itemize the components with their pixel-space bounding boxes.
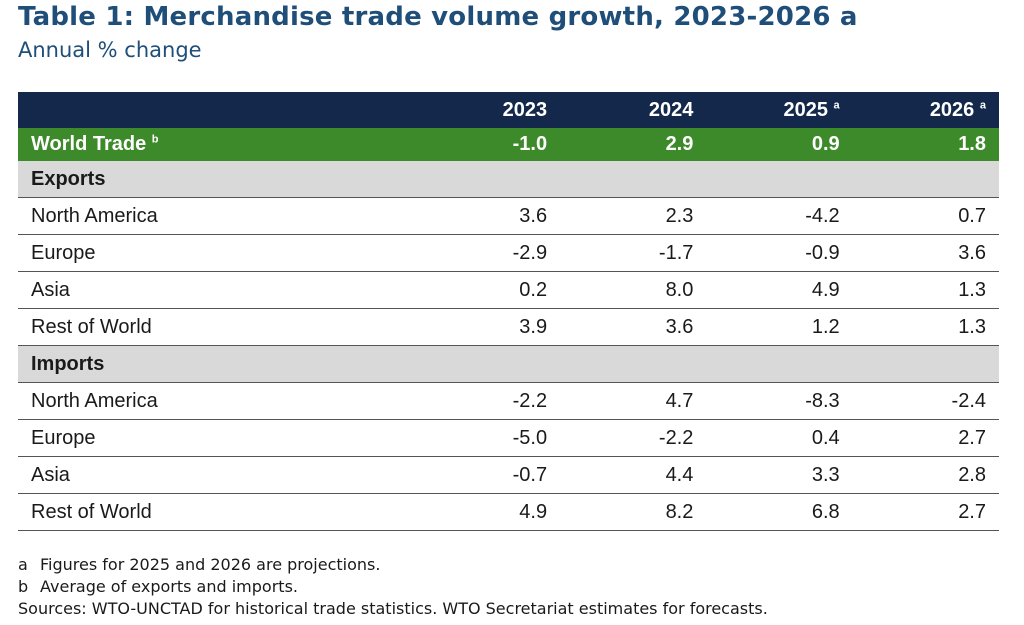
cell: 1.2 (706, 308, 853, 346)
footnote-marker: a (979, 98, 986, 111)
table-row: North America 3.6 2.3 -4.2 0.7 (18, 197, 999, 235)
cell: 1.8 (852, 128, 999, 161)
row-label: North America (18, 197, 414, 235)
table-subtitle: Annual % change (18, 38, 202, 62)
cell: -4.2 (706, 197, 853, 235)
cell: 2.8 (852, 456, 999, 494)
cell: -1.0 (413, 128, 561, 161)
table-row: Europe -2.9 -1.7 -0.9 3.6 (18, 234, 999, 272)
cell: 8.2 (560, 493, 707, 531)
cell: -8.3 (706, 382, 853, 420)
row-label: Asia (18, 456, 414, 494)
cell: 2.7 (852, 493, 999, 531)
header-cell-2023: 2023 (413, 92, 561, 128)
header-row: 2023 2024 2025 a 2026 a (18, 92, 999, 128)
table-row: Asia 0.2 8.0 4.9 1.3 (18, 271, 999, 309)
footnote-text: Figures for 2025 and 2026 are projection… (40, 555, 381, 574)
footnote-marker: a (833, 98, 840, 111)
cell: 2.7 (852, 419, 999, 457)
row-label: Rest of World (18, 308, 414, 346)
cell: 0.9 (706, 128, 853, 161)
cell: -2.9 (413, 234, 561, 272)
cell: 1.3 (852, 271, 999, 309)
world-trade-row: World Trade b -1.0 2.9 0.9 1.8 (18, 128, 999, 161)
cell: 0.7 (852, 197, 999, 235)
header-cell-2026: 2026 a (852, 92, 999, 128)
footnote-key: a (18, 555, 28, 574)
cell: 1.3 (852, 308, 999, 346)
section-header-exports: Exports (18, 161, 999, 198)
sources-note: Sources: WTO-UNCTAD for historical trade… (18, 599, 768, 618)
row-label: Asia (18, 271, 414, 309)
cell: 4.4 (560, 456, 707, 494)
cell: -0.9 (706, 234, 853, 272)
footnotes: a Figures for 2025 and 2026 are projectio… (18, 554, 768, 620)
footnote: b Average of exports and imports. (18, 576, 768, 598)
row-label: World Trade b (18, 128, 414, 161)
cell: -1.7 (560, 234, 707, 272)
cell: 4.7 (560, 382, 707, 420)
table-row: North America -2.2 4.7 -8.3 -2.4 (18, 382, 999, 420)
section-label: Imports (18, 345, 414, 383)
footnote: a Figures for 2025 and 2026 are projectio… (18, 554, 768, 576)
cell: -0.7 (413, 456, 561, 494)
table-row: Asia -0.7 4.4 3.3 2.8 (18, 456, 999, 494)
footnote-marker: b (151, 133, 159, 146)
row-label: North America (18, 382, 414, 420)
footnote-text: Average of exports and imports. (40, 577, 298, 596)
section-label: Exports (18, 161, 414, 198)
cell: 0.2 (413, 271, 561, 309)
cell: 2.9 (560, 128, 707, 161)
cell: 3.6 (560, 308, 707, 346)
header-cell-label (18, 92, 414, 128)
cell: -2.2 (413, 382, 561, 420)
cell: -2.4 (852, 382, 999, 420)
footnote-key: b (18, 577, 29, 596)
cell: 8.0 (560, 271, 707, 309)
row-label: Europe (18, 234, 414, 272)
cell: 2.3 (560, 197, 707, 235)
cell: 4.9 (413, 493, 561, 531)
cell: 6.8 (706, 493, 853, 531)
cell: 3.3 (706, 456, 853, 494)
header-cell-2025: 2025 a (706, 92, 853, 128)
table-row: Rest of World 3.9 3.6 1.2 1.3 (18, 308, 999, 346)
table-title: Table 1: Merchandise trade volume growth… (18, 2, 858, 32)
cell: 3.6 (852, 234, 999, 272)
cell: -2.2 (560, 419, 707, 457)
cell: 3.6 (413, 197, 561, 235)
cell: 4.9 (706, 271, 853, 309)
row-label: Rest of World (18, 493, 414, 531)
cell: -5.0 (413, 419, 561, 457)
table-row: Rest of World 4.9 8.2 6.8 2.7 (18, 493, 999, 531)
trade-table: 2023 2024 2025 a 2026 a World Trade b -1… (18, 92, 999, 531)
header-cell-2024: 2024 (560, 92, 707, 128)
table-row: Europe -5.0 -2.2 0.4 2.7 (18, 419, 999, 457)
row-label: Europe (18, 419, 414, 457)
cell: 3.9 (413, 308, 561, 346)
cell: 0.4 (706, 419, 853, 457)
section-header-imports: Imports (18, 345, 999, 383)
